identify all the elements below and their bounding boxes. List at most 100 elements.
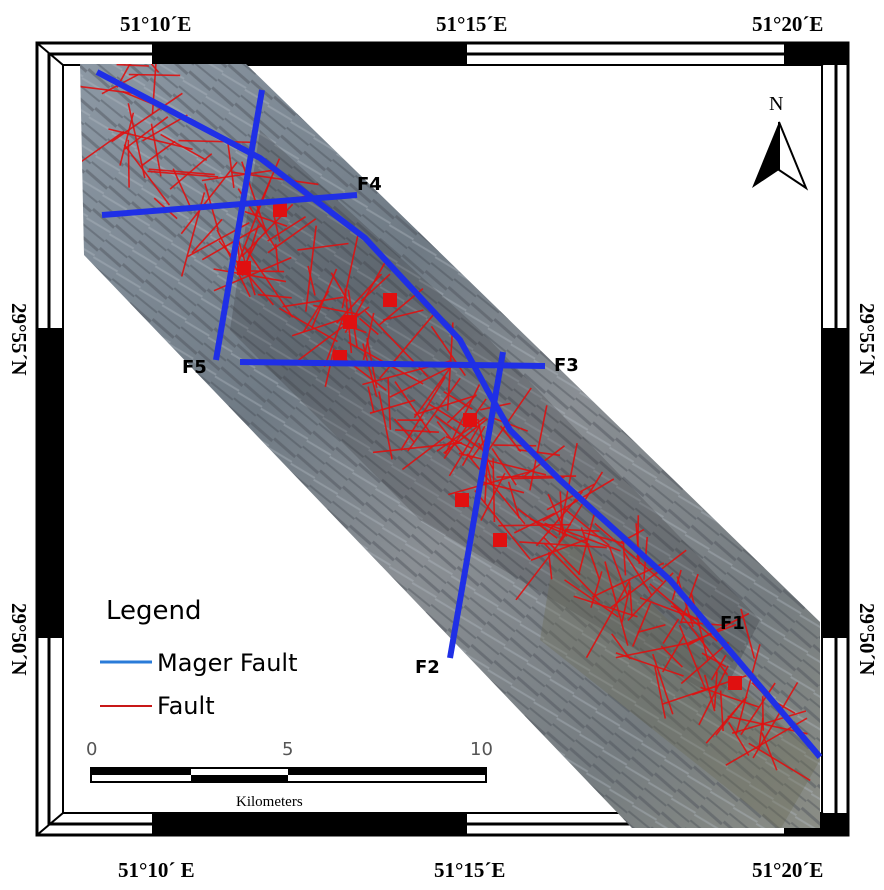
fault-intersection-marker — [463, 413, 477, 427]
left-coord-1: 29°55´N — [7, 303, 31, 376]
fault-segment — [448, 424, 481, 477]
fault-segment — [395, 429, 439, 433]
fault-segment — [302, 290, 330, 333]
fault-segment — [628, 582, 633, 617]
fault-segment — [748, 742, 811, 782]
fault-segment — [499, 425, 522, 453]
fault-segment — [180, 161, 238, 235]
fault-segment — [517, 508, 558, 539]
fault-segment — [547, 552, 553, 580]
fault-segment — [635, 523, 641, 564]
fault-segment — [458, 452, 547, 476]
scale-tick-5: 5 — [282, 739, 293, 760]
fault-segment — [257, 293, 292, 299]
fault-segment — [610, 549, 687, 609]
fault-label-f3: F3 — [554, 355, 579, 376]
fault-segment — [378, 311, 437, 379]
fault-segment — [172, 168, 193, 210]
legend-title: Legend — [106, 596, 202, 626]
fault-segment — [474, 489, 531, 560]
fault-segment — [401, 436, 446, 471]
fault-segment — [686, 612, 750, 647]
fault-segment — [389, 364, 455, 398]
fault-segment — [608, 547, 628, 595]
fault-segment — [621, 590, 630, 623]
fault-segment — [443, 417, 489, 454]
fault-segment — [341, 234, 359, 309]
fault-segment — [498, 523, 571, 527]
fault-segment — [111, 92, 183, 143]
fault-line-f4 — [101, 192, 358, 218]
fault-segment — [150, 123, 162, 177]
fault-segment — [307, 265, 316, 296]
fault-segment — [758, 717, 764, 749]
fault-segment — [615, 652, 684, 677]
fault-segment — [414, 395, 474, 416]
fault-segment — [448, 471, 530, 496]
fault-segment — [378, 391, 393, 460]
fault-segment — [407, 377, 461, 452]
fault-line-f5 — [213, 89, 265, 361]
fault-segment — [761, 732, 778, 771]
fault-segment — [142, 114, 188, 142]
fault-segment — [400, 376, 446, 451]
fault-segment — [740, 682, 776, 736]
fault-segment — [507, 481, 520, 519]
fault-segment — [491, 447, 517, 486]
fault-segment — [543, 542, 600, 601]
fault-label-f2: F2 — [415, 657, 440, 678]
fault-segment — [637, 624, 666, 634]
fault-line-f1 — [95, 69, 823, 759]
fault-segment — [119, 112, 135, 166]
fault-segment — [213, 268, 287, 283]
fault-segment — [123, 144, 171, 206]
fault-segment — [267, 216, 307, 242]
left-coord-2: 29°50´N — [7, 603, 31, 676]
fault-segment — [291, 317, 345, 337]
fault-segment — [703, 674, 716, 712]
fault-segment — [530, 537, 589, 561]
fault-line-f3 — [239, 359, 546, 369]
fault-segment — [627, 572, 674, 622]
fault-segment — [577, 509, 597, 575]
fault-segment — [680, 641, 730, 685]
fault-segment — [273, 216, 281, 242]
fault-segment — [623, 551, 653, 596]
fault-segment — [698, 665, 729, 726]
fault-segment — [297, 242, 349, 251]
fault-segment — [546, 483, 595, 511]
fault-line-f2 — [447, 351, 506, 659]
scale-unit: Kilometers — [236, 794, 303, 810]
fault-segment — [127, 139, 130, 188]
fault-segment — [590, 571, 603, 608]
north-label: N — [769, 93, 783, 115]
fault-intersection-marker — [455, 493, 469, 507]
fault-segment — [728, 721, 750, 756]
fault-segment — [547, 493, 568, 537]
fault-segment — [80, 130, 125, 171]
fault-segment — [435, 415, 482, 450]
fault-segment — [139, 64, 160, 73]
fault-segment — [701, 652, 727, 668]
fault-segment — [480, 472, 506, 521]
fault-segment — [372, 442, 463, 454]
fault-segment — [444, 384, 481, 455]
fault-intersection-marker — [273, 203, 287, 217]
fault-segment — [201, 169, 277, 182]
fault-segment — [367, 386, 375, 413]
fault-segment — [108, 128, 193, 151]
fault-segment — [413, 361, 456, 419]
top-coord-3: 51°20´E — [752, 12, 823, 36]
right-coord-1: 29°55´N — [855, 303, 879, 376]
fault-segment — [639, 596, 700, 621]
fault-segment — [383, 309, 424, 321]
fault-segment — [127, 103, 146, 179]
fault-segment — [178, 139, 257, 144]
fault-segment — [563, 508, 610, 547]
fault-segment — [564, 579, 619, 618]
fault-segment — [761, 696, 764, 731]
fault-segment — [710, 654, 727, 681]
fault-segment — [445, 435, 473, 449]
fault-segment — [244, 210, 288, 227]
fault-intersection-marker — [237, 261, 251, 275]
